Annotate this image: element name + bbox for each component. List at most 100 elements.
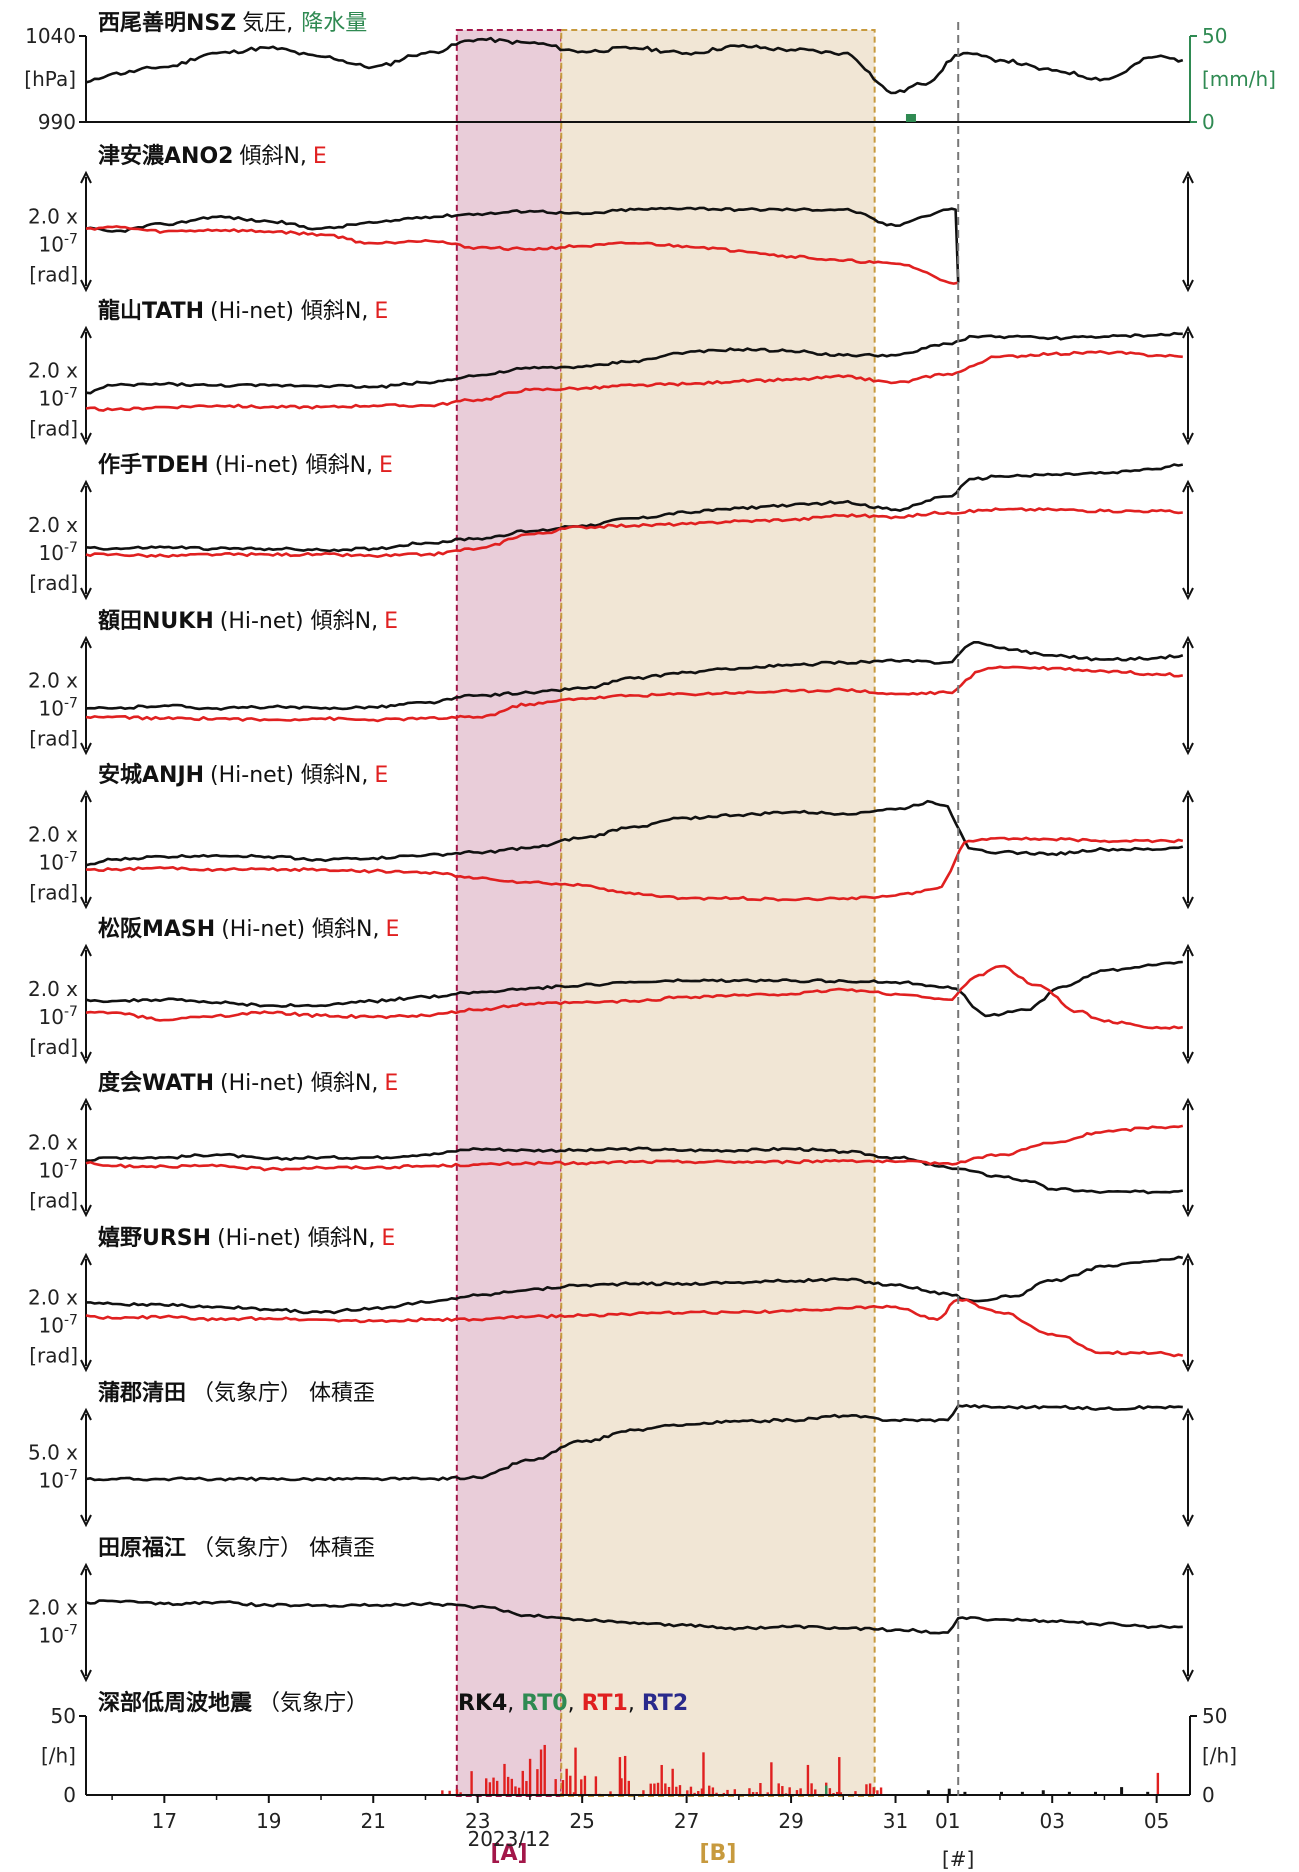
eq-bar xyxy=(781,1786,784,1795)
ylabel-11-0: 50 xyxy=(51,1704,76,1728)
eq-bar xyxy=(788,1787,791,1795)
eq-bar xyxy=(470,1771,473,1795)
eq-bar xyxy=(865,1784,868,1795)
ylabel-8-3: [rad] xyxy=(29,1344,78,1368)
panel-title-2: 龍山TATH (Hi-net) 傾斜N, E xyxy=(98,298,388,324)
eq-bar xyxy=(525,1781,528,1795)
eq-bar xyxy=(441,1790,444,1795)
eq-bar xyxy=(733,1789,737,1795)
ylabel-4-1: 10 xyxy=(39,697,64,721)
larrow-8 xyxy=(80,1252,92,1373)
panel-title-3: 作手TDEH (Hi-net) 傾斜N, E xyxy=(98,453,393,478)
eq-bar xyxy=(660,1764,663,1795)
panel-7: 度会WATH (Hi-net) 傾斜N, E 2.0 x 10 -7 [rad] xyxy=(28,1070,1194,1218)
rarrow-8 xyxy=(1182,1252,1194,1373)
ylabel-1-1: 10 xyxy=(39,233,64,257)
ylabel-8-0: 2.0 x xyxy=(28,1286,78,1310)
eq-bar xyxy=(814,1789,817,1795)
eq-bar xyxy=(751,1792,755,1795)
ylabel-9-0: 5.0 x xyxy=(28,1441,78,1465)
larrow-6 xyxy=(80,943,92,1065)
eq-bar xyxy=(999,1791,1003,1795)
eq-bar xyxy=(711,1787,715,1795)
larrow-2 xyxy=(80,325,92,446)
panel-6: 松阪MASH (Hi-net) 傾斜N, E 2.0 x 10 -7 [rad] xyxy=(28,917,1194,1065)
legend-item-0: RK4 xyxy=(458,1691,507,1716)
series-3-1 xyxy=(85,507,1183,558)
larrow-5 xyxy=(80,789,92,910)
ylabel-9-1: 10 xyxy=(39,1469,64,1493)
eq-bar xyxy=(642,1790,645,1795)
ylabel-5-1: 10 xyxy=(39,851,64,875)
series-7-0 xyxy=(85,1146,1184,1195)
panel-title-0: 西尾善明NSZ 気圧, 降水量 xyxy=(98,10,367,36)
legend-11: RK4, RT0, RT1, RT2 xyxy=(458,1691,688,1716)
eq-bar xyxy=(627,1780,630,1795)
panel-8: 嬉野URSH (Hi-net) 傾斜N, E 2.0 x 10 -7 [rad] xyxy=(28,1225,1194,1373)
eq-bar xyxy=(528,1758,532,1795)
ylabel-0-2: 990 xyxy=(38,110,76,134)
eq-bar xyxy=(689,1786,693,1795)
ylabel-11-2: 0 xyxy=(63,1783,76,1807)
series-9-0 xyxy=(85,1404,1183,1482)
panel-4: 額田NUKH (Hi-net) 傾斜N, E 2.0 x 10 -7 [rad] xyxy=(28,608,1194,756)
eq-bar xyxy=(806,1764,810,1795)
ylabel-1-2: -7 xyxy=(64,232,78,248)
ylabel-6-2: -7 xyxy=(64,1004,78,1020)
eq-bar xyxy=(825,1785,828,1795)
ylabel-2-3: [rad] xyxy=(29,417,78,441)
series-6-0 xyxy=(85,960,1183,1018)
eq-bar xyxy=(838,1757,841,1795)
rlabel-0-1: [mm/h] xyxy=(1202,67,1276,91)
ylabel-5-2: -7 xyxy=(64,850,78,866)
eq-bar xyxy=(459,1792,462,1795)
legend-item-2: RT1 xyxy=(582,1691,628,1716)
eq-bar xyxy=(492,1777,495,1795)
eq-bar xyxy=(448,1790,451,1795)
eq-bar xyxy=(795,1790,799,1795)
ylabel-10-2: -7 xyxy=(64,1623,78,1639)
eq-bar xyxy=(671,1768,674,1795)
eq-bar xyxy=(876,1790,879,1795)
panel-title-8: 嬉野URSH (Hi-net) 傾斜N, E xyxy=(98,1225,395,1251)
eq-bar xyxy=(510,1778,514,1795)
rarrow-4 xyxy=(1182,635,1194,756)
eq-bar xyxy=(609,1791,612,1795)
series-0-0 xyxy=(85,36,1184,95)
larrow-10 xyxy=(80,1562,92,1683)
x-tick-label-8: 01 xyxy=(935,1809,960,1833)
ylabel-1-3: [rad] xyxy=(29,263,78,287)
eq-bar xyxy=(963,1791,967,1795)
ylabel-5-3: [rad] xyxy=(29,881,78,905)
event-label: [#] xyxy=(942,1847,974,1871)
eq-bar xyxy=(569,1775,572,1795)
eq-bar xyxy=(664,1783,667,1795)
eq-bar xyxy=(1156,1772,1160,1795)
ylabel-6-3: [rad] xyxy=(29,1035,78,1059)
x-tick-label-10: 05 xyxy=(1144,1809,1169,1833)
panel-title-4: 額田NUKH (Hi-net) 傾斜N, E xyxy=(98,608,398,634)
ylabel-2-1: 10 xyxy=(39,387,64,411)
x-tick-label-9: 03 xyxy=(1039,1809,1064,1833)
rarrow-5 xyxy=(1182,789,1194,910)
eq-bar xyxy=(868,1783,872,1795)
eq-bar xyxy=(649,1783,652,1795)
eq-bar xyxy=(872,1787,875,1795)
ylabel-1-0: 2.0 x xyxy=(28,205,78,229)
eq-bar xyxy=(879,1787,883,1795)
eq-bar xyxy=(554,1779,557,1795)
eq-bar xyxy=(947,1788,951,1795)
highlight-bands xyxy=(455,29,876,1797)
panel-3: 作手TDEH (Hi-net) 傾斜N, E 2.0 x 10 -7 [rad] xyxy=(28,453,1194,601)
panels: 西尾善明NSZ 気圧, 降水量 1040 [hPa] 990 50 [mm/h] 0 津安濃ANO… xyxy=(24,10,1276,1807)
panel-title-1: 津安濃ANO2 傾斜N, E xyxy=(98,143,327,169)
ylabel-3-2: -7 xyxy=(64,540,78,556)
eq-bar xyxy=(1146,1791,1150,1795)
panel-title-5: 安城ANJH (Hi-net) 傾斜N, E xyxy=(98,762,388,788)
eq-bar xyxy=(777,1783,780,1795)
ylabel-9-2: -7 xyxy=(64,1468,78,1484)
rarrow-10 xyxy=(1182,1562,1194,1683)
eq-bar xyxy=(693,1792,696,1795)
ylabel-8-1: 10 xyxy=(39,1314,64,1338)
eq-bar xyxy=(514,1786,517,1795)
